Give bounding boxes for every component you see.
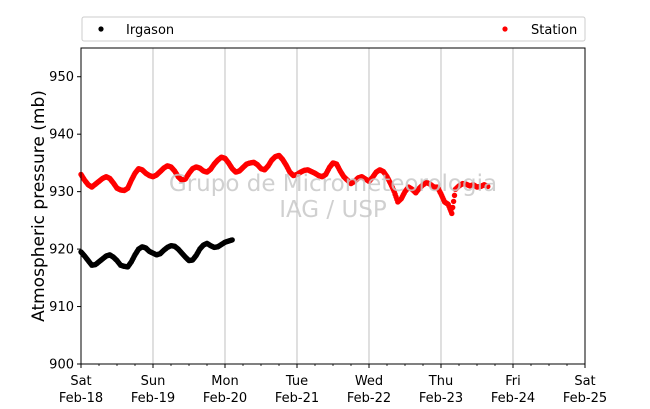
x-tick-label-date: Feb-22 (347, 391, 391, 406)
legend-label-irgason: Irgason (126, 23, 174, 38)
x-tick-label-date: Feb-25 (563, 391, 607, 406)
x-tick-label-day: Wed (355, 374, 383, 389)
x-tick-label-date: Feb-24 (491, 391, 535, 406)
watermark-line-1: Grupo de Micrometeorologia (169, 171, 497, 197)
series-station (78, 152, 491, 217)
y-tick-label: 950 (49, 70, 74, 85)
x-tick-label-day: Tue (285, 374, 308, 389)
data-point-station (450, 204, 456, 211)
x-tick-label-day: Fri (505, 374, 521, 389)
x-tick-label-date: Feb-19 (131, 391, 175, 406)
x-tick-label-date: Feb-23 (419, 391, 463, 406)
series-layer (78, 152, 491, 270)
legend-label-station: Station (531, 23, 577, 38)
x-tick-label-day: Mon (211, 374, 238, 389)
plot-area (81, 48, 585, 364)
x-tick-label-day: Sun (141, 374, 166, 389)
y-tick-label: 920 (49, 243, 74, 258)
data-point-station (450, 198, 457, 205)
x-axis: Sat Feb-18 Sun Feb-19 Mon Feb-20 Tue Feb-21 Wed F… (59, 364, 607, 406)
data-point-station (485, 183, 491, 190)
legend: Irgason Station (81, 16, 586, 42)
y-tick-label: 910 (49, 300, 74, 315)
x-tick-label-date: Feb-20 (203, 391, 247, 406)
series-irgason (78, 237, 235, 270)
data-point-station (451, 192, 458, 199)
y-tick-label: 930 (49, 185, 74, 200)
x-tick-label-date: Feb-21 (275, 391, 319, 406)
x-tick-label-date: Feb-18 (59, 391, 103, 406)
data-point-station (449, 210, 455, 217)
y-axis: 900 910 920 930 940 950 (49, 70, 81, 373)
legend-marker-station (502, 26, 508, 32)
watermark: Grupo de Micrometeorologia IAG / USP (169, 171, 497, 223)
x-tick-label-day: Sat (70, 374, 91, 389)
legend-marker-irgason (98, 26, 104, 32)
grid-lines (152, 48, 514, 364)
legend-frame (81, 16, 586, 42)
x-tick-label-day: Sat (574, 374, 595, 389)
y-tick-label: 940 (49, 128, 74, 143)
watermark-line-2: IAG / USP (279, 197, 387, 223)
y-axis-label: Atmospheric pressure (mb) (29, 90, 49, 322)
data-point-irgason (229, 237, 235, 243)
x-tick-label-day: Thu (428, 374, 453, 389)
y-tick-label: 900 (49, 358, 74, 373)
